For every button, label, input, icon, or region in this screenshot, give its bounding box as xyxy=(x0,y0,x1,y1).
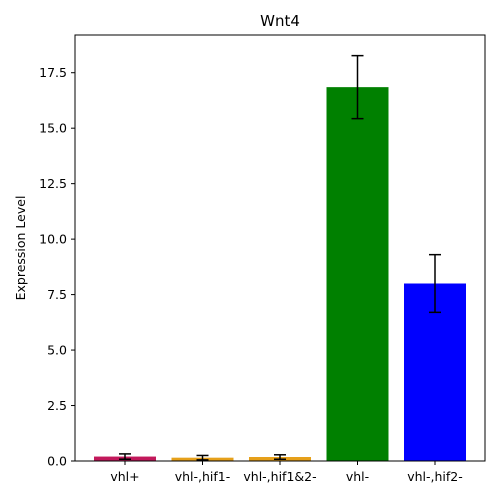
y-tick-label-1: 2.5 xyxy=(47,398,67,413)
y-tick-label-4: 10.0 xyxy=(39,232,67,247)
y-tick-label-7: 17.5 xyxy=(39,65,67,80)
y-tick-label-5: 12.5 xyxy=(39,176,67,191)
error-bars-group xyxy=(119,54,441,461)
plot-frame xyxy=(74,34,486,462)
y-tick-label-2: 5.0 xyxy=(47,343,67,358)
x-tick-label-3: vhl- xyxy=(346,469,369,484)
x-tick-label-0: vhl+ xyxy=(110,469,139,484)
x-tick-label-1: vhl-,hif1- xyxy=(175,469,231,484)
error-bar-2 xyxy=(274,454,286,460)
y-axis-label: Expression Level xyxy=(13,196,28,301)
y-tick-label-0: 0.0 xyxy=(47,454,67,469)
error-bar-4 xyxy=(429,253,441,314)
x-tick-label-4: vhl-,hif2- xyxy=(407,469,463,484)
y-tick-label-6: 15.0 xyxy=(39,121,67,136)
chart-title: Wnt4 xyxy=(260,12,300,30)
error-bar-0 xyxy=(119,453,131,460)
x-ticks-group: vhl+ vhl-,hif1- vhl-,hif1&2- vhl-vhl-,hif2- xyxy=(110,461,463,484)
error-bar-1 xyxy=(196,454,209,461)
x-tick-label-2: vhl-,hif1&2- xyxy=(243,469,316,484)
error-bar-3 xyxy=(351,54,364,120)
bar-3 xyxy=(326,87,389,461)
y-tick-label-3: 7.5 xyxy=(47,287,67,302)
y-ticks-group: 0.0 2.5 5.0 7.5 10.0 12.5 15.0 17.5 xyxy=(39,65,75,469)
bars-group xyxy=(94,87,466,461)
